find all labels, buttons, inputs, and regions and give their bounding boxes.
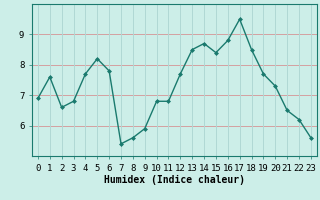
X-axis label: Humidex (Indice chaleur): Humidex (Indice chaleur) bbox=[104, 175, 245, 185]
